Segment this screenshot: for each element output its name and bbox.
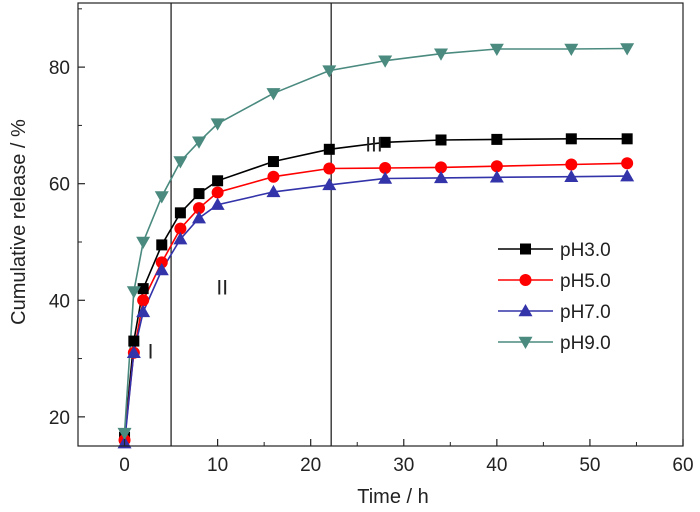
- series-markers: [117, 43, 635, 449]
- y-tick-label: 20: [49, 408, 70, 429]
- data-point-pH9.0: [173, 156, 188, 169]
- data-point-pH5.0: [137, 294, 150, 307]
- region-label: I: [148, 341, 154, 364]
- data-point-pH9.0: [210, 118, 225, 131]
- data-point-pH7.0: [210, 197, 225, 210]
- x-axis-ticks: 0 10 20 30 40 50 60: [77, 439, 694, 476]
- data-point-pH5.0: [565, 158, 578, 171]
- data-point-pH3.0: [174, 207, 186, 219]
- data-point-pH7.0: [489, 170, 504, 183]
- data-point-pH3.0: [193, 188, 205, 200]
- region-label: II: [216, 276, 228, 299]
- data-point-pH9.0: [126, 286, 141, 299]
- y-axis-title: Cumulative release / %: [8, 119, 30, 325]
- data-point-pH7.0: [434, 170, 448, 184]
- x-tick-label: 50: [579, 455, 600, 476]
- data-point-pH3.0: [565, 133, 577, 145]
- data-point-pH9.0: [266, 88, 281, 101]
- data-point-pH9.0: [322, 65, 337, 78]
- data-point-pH9.0: [434, 48, 448, 61]
- data-point-pH5.0: [155, 256, 168, 269]
- data-point-pH5.0: [435, 161, 447, 174]
- legend-marker: [519, 274, 532, 286]
- data-point-pH5.0: [211, 186, 224, 199]
- x-tick-label: 10: [207, 455, 228, 476]
- data-point-pH7.0: [620, 169, 635, 182]
- x-axis-title: Time / h: [357, 486, 429, 508]
- data-point-pH7.0: [322, 177, 337, 191]
- data-point-pH3.0: [156, 239, 168, 251]
- data-point-pH3.0: [267, 156, 279, 168]
- data-point-pH9.0: [489, 43, 504, 57]
- data-point-pH9.0: [136, 236, 151, 249]
- legend-label: pH3.0: [560, 240, 611, 261]
- data-point-pH5.0: [490, 160, 503, 173]
- x-tick-label: 60: [672, 455, 693, 476]
- data-point-pH3.0: [491, 133, 503, 145]
- plot-area-group: [77, 2, 684, 449]
- data-point-pH7.0: [564, 169, 579, 182]
- data-point-pH7.0: [173, 232, 188, 245]
- data-point-pH7.0: [154, 262, 169, 276]
- data-point-pH3.0: [212, 175, 224, 187]
- legend: pH3.0 pH5.0 pH7.0 pH9.0: [498, 240, 611, 354]
- data-point-pH7.0: [266, 184, 281, 198]
- legend-marker: [518, 336, 533, 349]
- data-point-pH5.0: [174, 222, 187, 235]
- y-axis-ticks: 20 40 60 80: [49, 8, 85, 429]
- y-tick-label: 60: [49, 175, 70, 196]
- series-lines: [123, 47, 628, 444]
- data-point-pH9.0: [564, 43, 579, 57]
- data-point-pH7.0: [136, 304, 151, 318]
- data-point-pH3.0: [379, 136, 391, 148]
- data-point-pH3.0: [621, 133, 633, 145]
- y-tick-label: 40: [49, 291, 70, 312]
- data-point-pH7.0: [378, 171, 393, 184]
- data-point-pH9.0: [378, 55, 393, 68]
- data-point-pH5.0: [267, 170, 280, 183]
- legend-label: pH9.0: [560, 333, 611, 354]
- x-tick-label: 40: [486, 455, 507, 476]
- legend-marker: [518, 304, 533, 317]
- legend-label: pH5.0: [560, 271, 611, 292]
- vertical-divider-lines: [170, 3, 332, 446]
- data-point-pH9.0: [620, 43, 635, 56]
- region-label: III: [365, 134, 383, 157]
- data-point-pH9.0: [117, 427, 132, 441]
- data-point-pH3.0: [435, 134, 447, 146]
- data-point-pH3.0: [323, 143, 335, 155]
- y-tick-label: 80: [49, 58, 70, 79]
- data-point-pH5.0: [193, 202, 205, 215]
- data-point-pH3.0: [128, 335, 140, 347]
- legend-label: pH7.0: [560, 302, 611, 323]
- data-point-pH9.0: [192, 136, 206, 149]
- data-point-pH7.0: [192, 211, 206, 224]
- legend-marker: [520, 243, 531, 255]
- data-point-pH5.0: [323, 162, 336, 175]
- data-point-pH7.0: [126, 345, 141, 358]
- data-point-pH5.0: [379, 161, 392, 174]
- series-line-pH9.0: [123, 47, 628, 434]
- x-tick-label: 0: [119, 455, 130, 476]
- data-point-pH3.0: [137, 283, 149, 295]
- x-tick-label: 30: [393, 455, 414, 476]
- x-tick-label: 20: [300, 455, 321, 476]
- series-line-pH3.0: [123, 138, 628, 438]
- data-point-pH9.0: [154, 191, 169, 204]
- plot-frame: [77, 2, 684, 447]
- data-point-pH5.0: [621, 157, 634, 170]
